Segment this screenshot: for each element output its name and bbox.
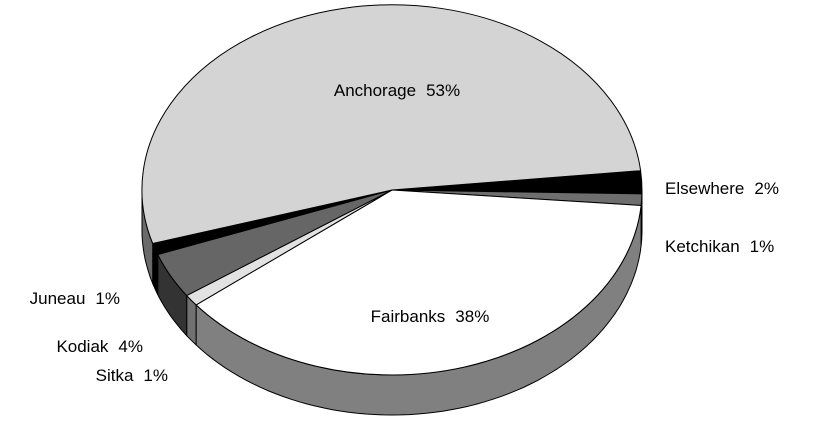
category-name: Fairbanks bbox=[371, 307, 446, 326]
slice bbox=[195, 189, 642, 376]
slice-label: Fairbanks 38% bbox=[371, 307, 490, 326]
category-name: Anchorage bbox=[334, 81, 416, 100]
value-label: 53% bbox=[426, 81, 460, 100]
slice-label: Juneau 1% bbox=[30, 289, 120, 308]
slice-label: Elsewhere 2% bbox=[665, 179, 779, 198]
value-label: 38% bbox=[455, 307, 489, 326]
value-label: 1% bbox=[750, 237, 775, 256]
value-label: 2% bbox=[754, 179, 779, 198]
slice-label: Anchorage 53% bbox=[334, 81, 460, 100]
category-name: Sitka bbox=[96, 366, 134, 385]
slice-label: Kodiak 4% bbox=[56, 337, 143, 356]
value-label: 4% bbox=[118, 337, 143, 356]
category-name: Elsewhere bbox=[665, 179, 744, 198]
category-name: Juneau bbox=[30, 289, 86, 308]
slice-label: Sitka 1% bbox=[96, 366, 168, 385]
category-name: Kodiak bbox=[56, 337, 108, 356]
slice bbox=[141, 4, 642, 244]
slice-label: Ketchikan 1% bbox=[665, 237, 774, 256]
value-label: 1% bbox=[95, 289, 120, 308]
value-label: 1% bbox=[143, 366, 168, 385]
category-name: Ketchikan bbox=[665, 237, 740, 256]
